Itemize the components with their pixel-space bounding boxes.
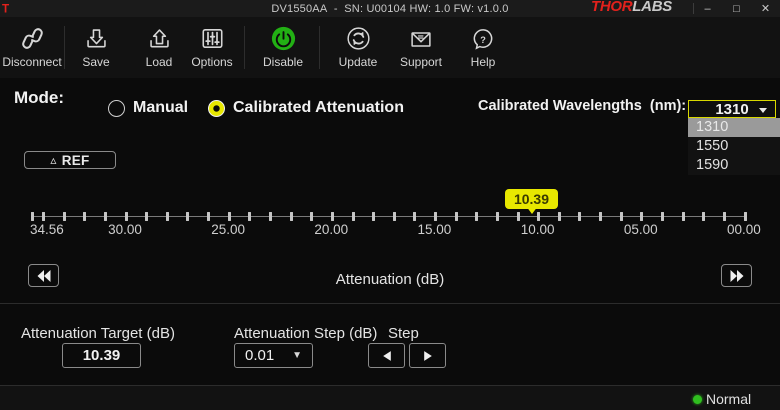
svg-text:?: ? [480,34,486,44]
